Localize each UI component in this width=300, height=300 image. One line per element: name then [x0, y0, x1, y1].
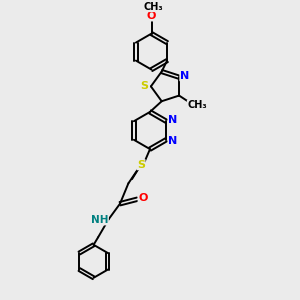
Text: N: N — [168, 115, 177, 125]
Text: CH₃: CH₃ — [143, 2, 163, 12]
Text: O: O — [138, 193, 148, 203]
Text: O: O — [147, 11, 156, 21]
Text: S: S — [140, 81, 148, 92]
Text: NH: NH — [91, 215, 108, 225]
Text: N: N — [180, 71, 189, 81]
Text: CH₃: CH₃ — [187, 100, 207, 110]
Text: S: S — [137, 160, 145, 170]
Text: N: N — [168, 136, 177, 146]
